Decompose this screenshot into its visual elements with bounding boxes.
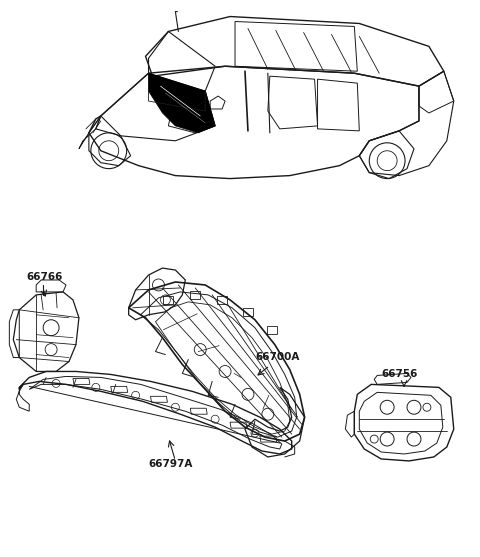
Polygon shape <box>148 73 215 133</box>
Text: 66756: 66756 <box>381 369 418 379</box>
Text: 66797A: 66797A <box>148 459 193 469</box>
Text: 66700A: 66700A <box>255 351 300 361</box>
Text: 66766: 66766 <box>26 272 62 282</box>
